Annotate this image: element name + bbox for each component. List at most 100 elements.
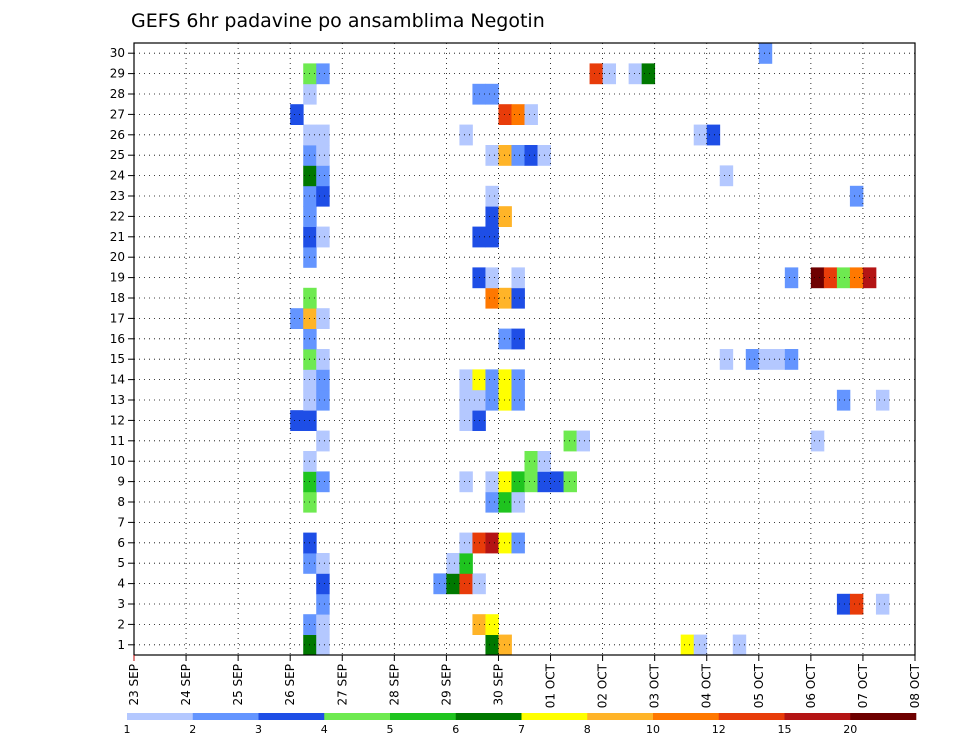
precip-cell (485, 185, 499, 207)
y-tick-label: 5 (117, 556, 125, 570)
y-tick-label: 4 (117, 577, 125, 591)
colorbar-segment (455, 713, 522, 720)
colorbar-label: 8 (584, 723, 591, 736)
precip-cell (680, 634, 695, 656)
y-tick-label: 29 (110, 67, 125, 81)
y-tick-label: 17 (110, 311, 125, 325)
y-tick-label: 6 (117, 536, 125, 550)
precip-cell (524, 104, 538, 125)
precip-cell (290, 410, 304, 431)
precip-cell (498, 532, 512, 554)
colorbar-segment (850, 713, 917, 720)
y-tick-label: 3 (117, 597, 125, 611)
precip-cell (485, 471, 499, 493)
precip-cell (316, 145, 330, 166)
precip-cell (745, 349, 760, 370)
precip-cell (485, 83, 499, 105)
precip-cell (485, 369, 499, 391)
precip-cell (784, 349, 799, 370)
precip-cell (563, 430, 577, 452)
precip-cells (290, 43, 890, 656)
plot-frame (133, 42, 916, 656)
precip-cell (459, 410, 473, 431)
precip-cell (550, 471, 564, 493)
precip-cell (316, 471, 330, 493)
precip-cell (485, 287, 499, 309)
precip-cell (706, 124, 721, 146)
precip-cell (511, 491, 525, 513)
y-tick-label: 9 (117, 475, 125, 489)
precip-cell (316, 124, 330, 146)
precip-cell (459, 124, 473, 146)
y-tick-label: 21 (110, 230, 125, 244)
colorbar-label: 6 (452, 723, 459, 736)
precip-cell (628, 63, 643, 85)
y-tick-label: 22 (110, 209, 125, 223)
precip-cell (849, 185, 864, 207)
precip-cell (693, 124, 708, 146)
precip-cell (498, 634, 512, 656)
colorbar-segment (653, 713, 720, 720)
y-tick-label: 12 (110, 413, 125, 427)
y-tick-label: 7 (117, 515, 125, 529)
precip-cell (316, 185, 330, 207)
y-tick-label: 26 (110, 128, 125, 142)
precip-cell (459, 573, 473, 595)
y-tick-label: 19 (110, 271, 125, 285)
colorbar-label: 7 (518, 723, 525, 736)
x-tick-label: 01 OCT (544, 663, 558, 708)
y-tick-label: 27 (110, 107, 125, 121)
x-tick-label: 23 SEP (127, 664, 141, 706)
precip-cell (459, 471, 473, 493)
precip-cell (498, 328, 512, 350)
y-tick-label: 18 (110, 291, 125, 305)
precip-cell (485, 145, 499, 166)
x-tick-label: 28 SEP (387, 664, 401, 706)
x-tick-label: 06 OCT (804, 663, 818, 708)
precip-cell (836, 389, 851, 411)
precip-cell (485, 491, 499, 513)
colorbar-segment (192, 713, 259, 720)
precip-cell (576, 430, 590, 452)
precip-cell (433, 573, 447, 595)
precip-cell (758, 43, 773, 64)
precip-cell (498, 145, 512, 166)
colorbar-label: 1 (124, 723, 131, 736)
precip-cell (498, 369, 512, 391)
precip-cell (459, 532, 473, 554)
precip-cell (459, 369, 473, 391)
x-tick-label: 04 OCT (700, 663, 714, 708)
precip-cell (511, 471, 525, 493)
precip-cell (485, 226, 499, 248)
precip-cell (290, 104, 304, 125)
x-tick-label: 27 SEP (335, 664, 349, 706)
y-tick-label: 1 (117, 638, 125, 652)
x-tick-label: 29 SEP (439, 664, 453, 706)
precip-cell (485, 389, 499, 411)
precip-cell (446, 573, 460, 595)
precip-cell (719, 349, 734, 370)
x-tick-label: 02 OCT (596, 663, 610, 708)
precip-cell (485, 267, 499, 289)
colorbar-segment (324, 713, 391, 720)
colorbar-label: 2 (189, 723, 196, 736)
precip-cell (485, 634, 499, 656)
precip-cell (485, 206, 499, 227)
precip-cell (316, 308, 330, 329)
precip-cell (641, 63, 656, 85)
y-tick-label: 15 (110, 352, 125, 366)
precip-cell (316, 573, 330, 595)
y-tick-label: 30 (110, 46, 125, 60)
x-axis: 23 SEP 24 SEP 25 SEP 26 SEP 27 SEP 28 SEP 29 S… (127, 655, 922, 708)
precip-cell (719, 165, 734, 187)
colorbar-segment (127, 713, 194, 720)
precip-cell (485, 532, 499, 554)
precip-cell (511, 389, 525, 411)
precip-cell (316, 63, 330, 85)
precip-cell (589, 63, 603, 85)
precip-cell (784, 267, 799, 289)
precip-cell (875, 389, 890, 411)
y-tick-label: 11 (110, 434, 125, 448)
y-tick-label: 25 (110, 148, 125, 162)
grid-lines (134, 43, 915, 655)
